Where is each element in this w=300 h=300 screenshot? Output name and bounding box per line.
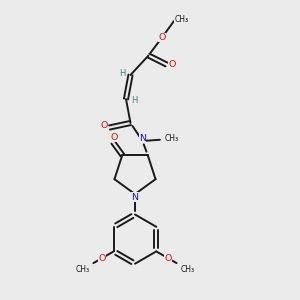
Text: O: O — [158, 33, 166, 42]
Text: O: O — [98, 254, 106, 263]
Text: CH₃: CH₃ — [174, 15, 189, 24]
Text: N: N — [131, 193, 139, 202]
Text: N: N — [139, 134, 146, 142]
Text: CH₃: CH₃ — [181, 265, 195, 274]
Text: O: O — [168, 60, 175, 69]
Text: H: H — [131, 96, 138, 105]
Text: O: O — [111, 133, 118, 142]
Text: CH₃: CH₃ — [165, 134, 179, 142]
Text: CH₃: CH₃ — [75, 265, 89, 274]
Text: H: H — [119, 69, 125, 78]
Text: O: O — [100, 122, 108, 130]
Text: O: O — [164, 254, 172, 263]
